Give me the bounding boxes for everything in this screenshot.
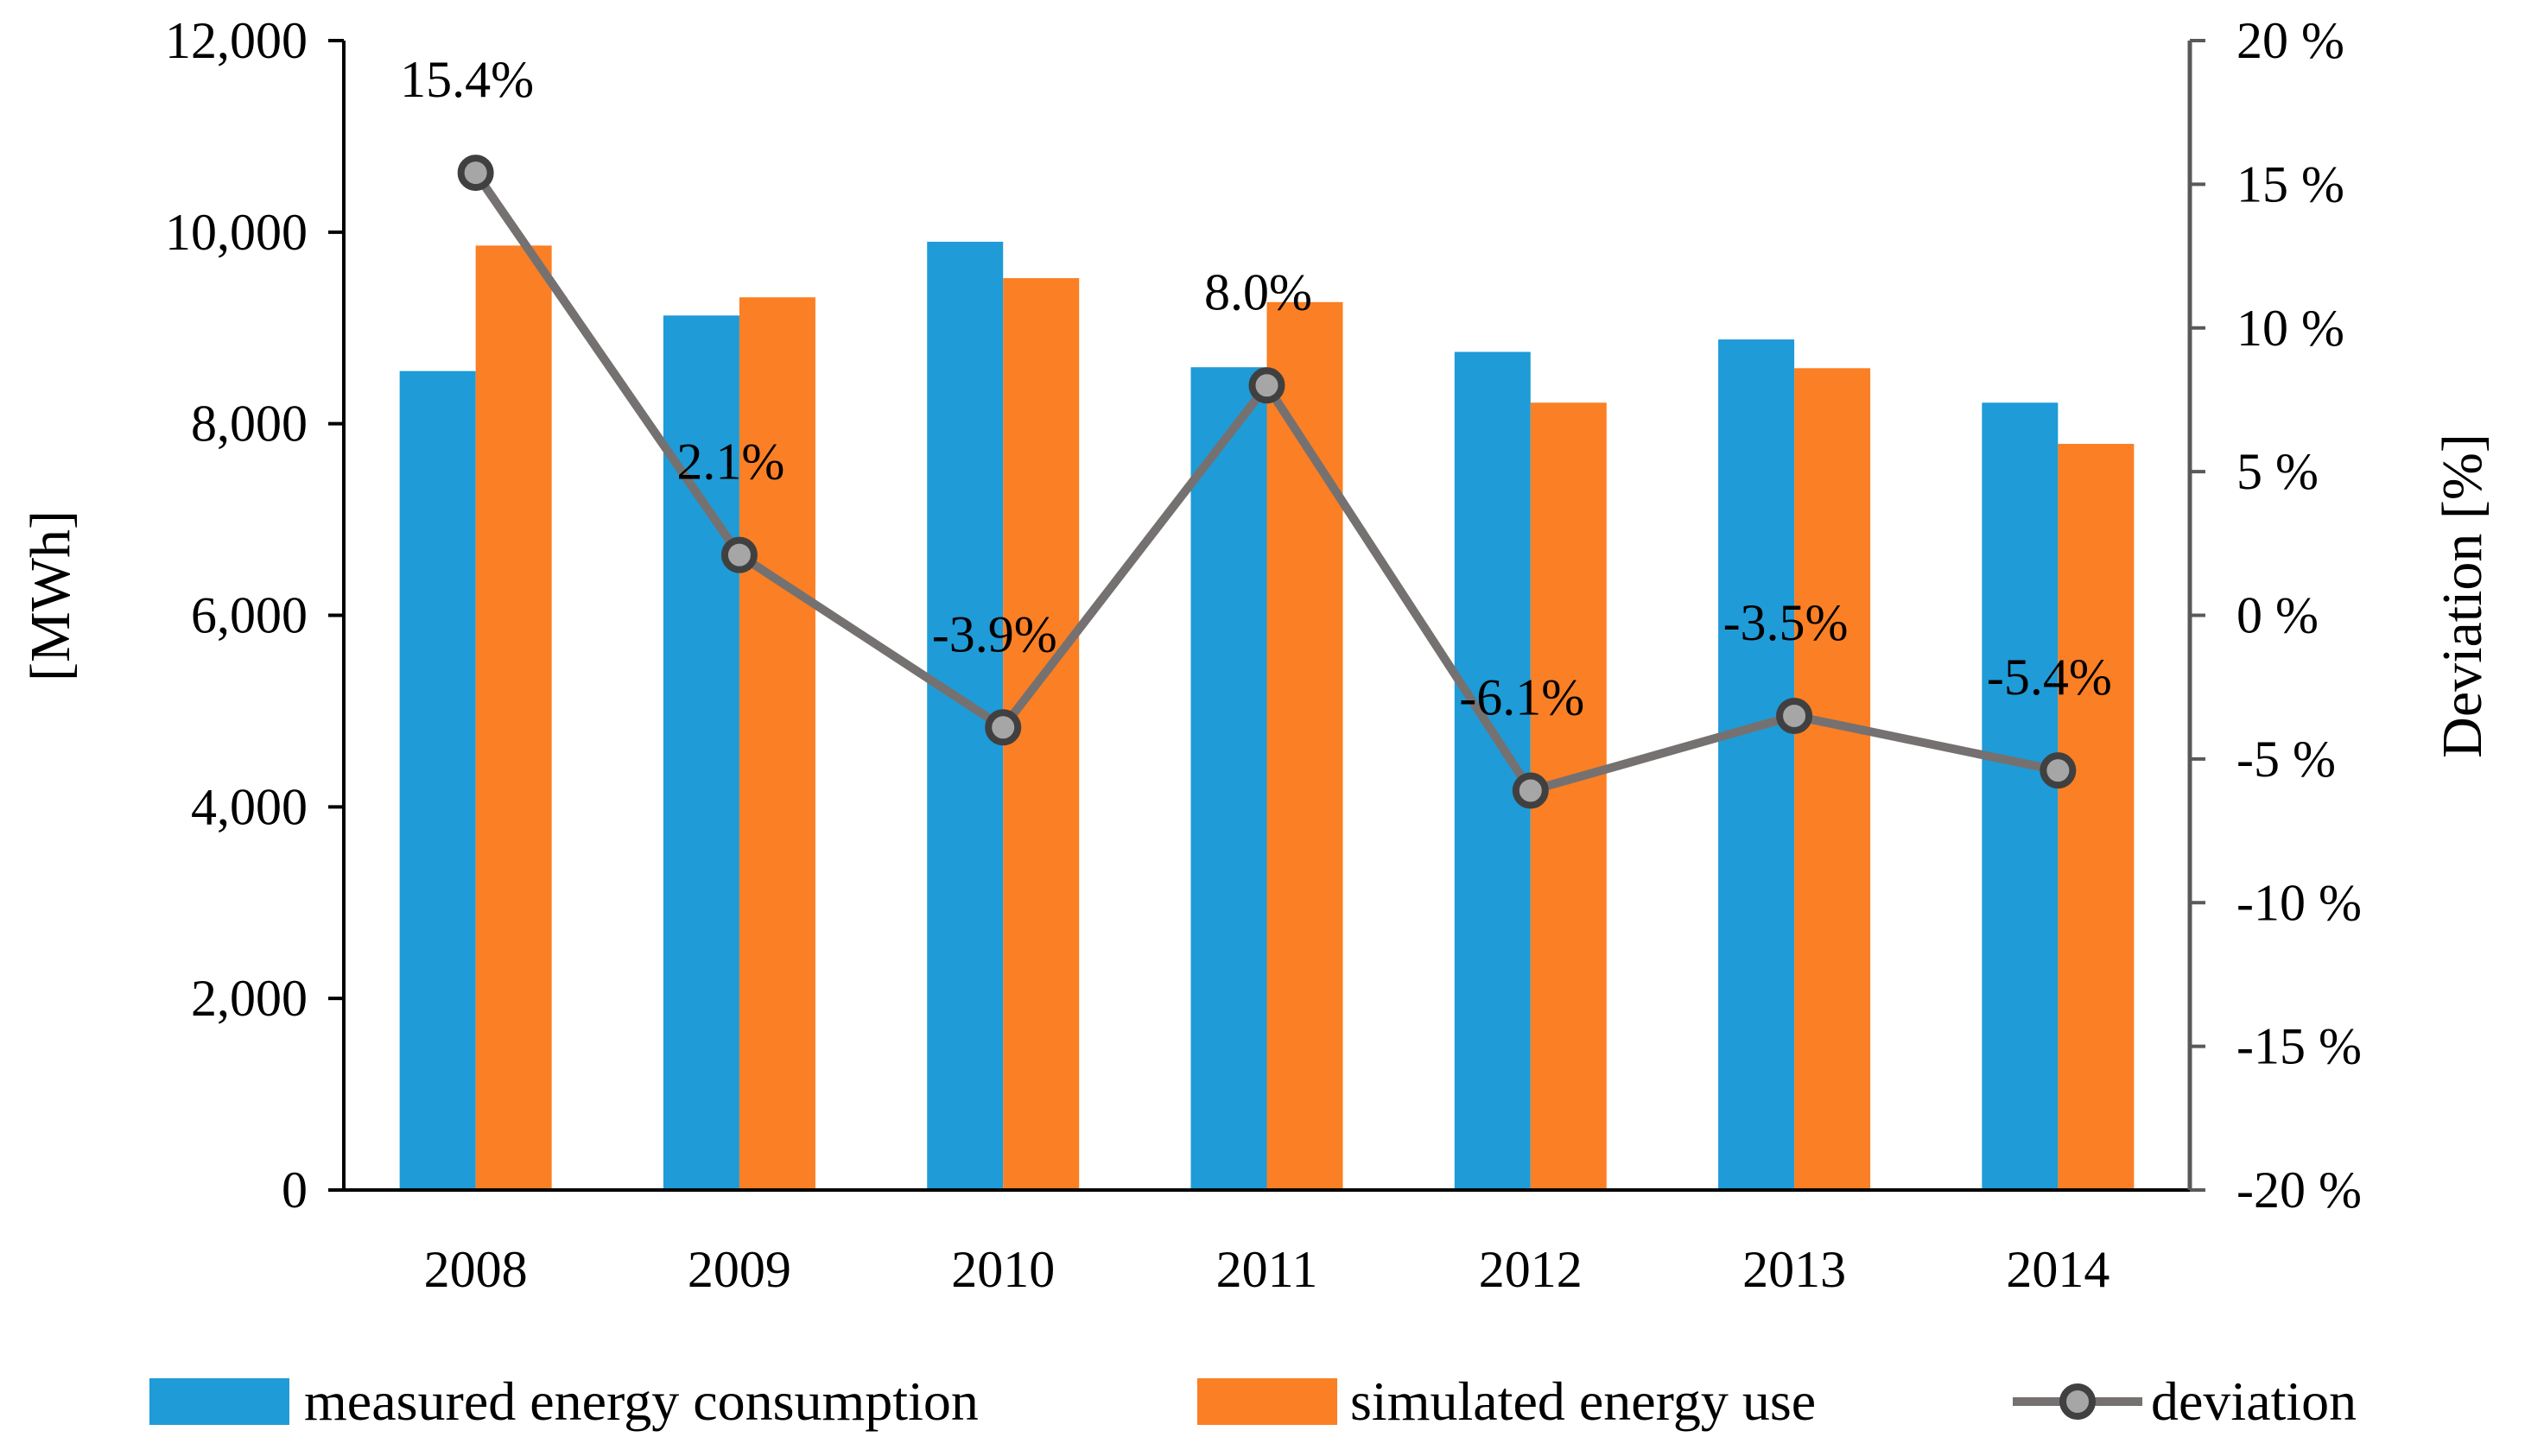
- bar-simulated-2009: [739, 297, 815, 1191]
- legend-swatch-measured: [149, 1378, 289, 1425]
- y-axis-title: [MWh]: [19, 510, 82, 681]
- legend-label-deviation: deviation: [2151, 1371, 2357, 1432]
- bar-simulated-2013: [1794, 368, 1871, 1191]
- y-tick-label: 10,000: [165, 204, 308, 261]
- x-tick-label-2010: 2010: [951, 1241, 1055, 1298]
- deviation-marker-2010: [985, 709, 1022, 746]
- bar-simulated-2011: [1266, 301, 1343, 1190]
- legend-label-simulated: simulated energy use: [1350, 1371, 1816, 1432]
- y2-tick-label: -20 %: [2236, 1162, 2362, 1219]
- y-tick-label: 8,000: [191, 396, 308, 453]
- deviation-label-2014: -5.4%: [1987, 649, 2112, 706]
- y-tick-label: 4,000: [191, 778, 308, 835]
- legend-label-measured: measured energy consumption: [304, 1371, 979, 1432]
- x-tick-label-2009: 2009: [688, 1241, 791, 1298]
- bars-layer: [399, 241, 2135, 1191]
- deviation-line-layer: [457, 155, 2077, 809]
- y2-tick-label: 5 %: [2236, 443, 2319, 500]
- y2-tick-label: 15 %: [2236, 155, 2344, 212]
- deviation-marker-2008: [457, 155, 494, 192]
- y2-tick-label: 0 %: [2236, 587, 2319, 644]
- ticks-layer: 2008 2009 2010 2011 2012 2013 2014 0 2,000 4,000 6…: [165, 12, 2362, 1298]
- deviation-marker-2013: [1776, 697, 1813, 734]
- deviation-marker-2009: [720, 536, 758, 573]
- bar-measured-2008: [399, 370, 476, 1191]
- bar-simulated-2008: [475, 245, 552, 1190]
- deviation-label-2013: -3.5%: [1723, 594, 1849, 651]
- bar-simulated-2014: [2058, 443, 2135, 1190]
- legend-swatch-deviation-marker: [2059, 1383, 2096, 1420]
- y2-tick-label: 10 %: [2236, 300, 2344, 357]
- x-tick-label-2011: 2011: [1216, 1241, 1318, 1298]
- x-tick-label-2008: 2008: [424, 1241, 528, 1298]
- y-tick-label: 0: [282, 1162, 308, 1219]
- deviation-label-2012: -6.1%: [1459, 668, 1584, 725]
- deviation-label-2010: -3.9%: [932, 605, 1057, 662]
- x-tick-label-2014: 2014: [2006, 1241, 2109, 1298]
- legend: measured energy consumption simulated en…: [149, 1371, 2357, 1432]
- deviation-marker-2014: [2040, 752, 2077, 789]
- deviation-label-2011: 8.0%: [1204, 263, 1312, 320]
- x-tick-label-2013: 2013: [1742, 1241, 1846, 1298]
- y2-tick-label: 20 %: [2236, 12, 2344, 69]
- deviation-marker-2011: [1248, 367, 1285, 404]
- y-tick-label: 2,000: [191, 970, 308, 1027]
- bar-measured-2014: [1982, 402, 2059, 1190]
- deviation-label-2008: 15.4%: [400, 51, 534, 108]
- x-tick-label-2012: 2012: [1479, 1241, 1583, 1298]
- y2-tick-label: -10 %: [2236, 874, 2362, 931]
- y2-axis-title: Deviation [%]: [2431, 434, 2494, 758]
- data-labels-layer: 15.4% 2.1% -3.9% 8.0% -6.1% -3.5% -5.4%: [400, 51, 2112, 725]
- y2-tick-label: -5 %: [2236, 731, 2336, 788]
- y-tick-label: 6,000: [191, 587, 308, 644]
- y2-tick-label: -15 %: [2236, 1018, 2362, 1075]
- deviation-marker-2012: [1512, 772, 1549, 809]
- legend-swatch-simulated: [1197, 1378, 1337, 1425]
- bar-measured-2013: [1718, 339, 1795, 1190]
- y-tick-label: 12,000: [165, 12, 308, 69]
- deviation-label-2009: 2.1%: [676, 434, 784, 491]
- bar-measured-2011: [1190, 367, 1267, 1190]
